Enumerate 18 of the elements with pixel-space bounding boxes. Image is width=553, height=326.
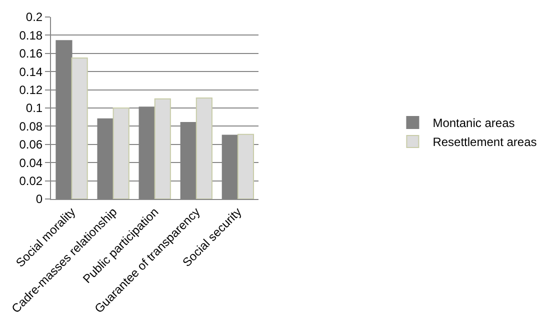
bar [154, 98, 171, 199]
y-tick-label: 0.08 [19, 119, 43, 134]
y-tick-label: 0.18 [19, 28, 43, 42]
y-tick-label: 0.1 [26, 101, 43, 116]
y-tick-label: 0.02 [19, 174, 43, 188]
y-tick-label: 0.2 [26, 10, 43, 24]
bar [112, 108, 130, 199]
bar [237, 134, 254, 199]
y-tick-label: 0.06 [19, 138, 43, 152]
legend-label: Montanic areas [432, 116, 515, 130]
y-tick-label: 0.04 [19, 156, 43, 170]
y-tick-label: 0.12 [19, 83, 43, 97]
bar [71, 57, 88, 199]
y-tick-label: 0.16 [19, 46, 43, 61]
y-tick-label: 0.14 [19, 64, 43, 79]
y-tick-label: 0 [36, 192, 43, 206]
legend-label: Resettlement areas [432, 135, 537, 150]
bar [196, 97, 212, 199]
